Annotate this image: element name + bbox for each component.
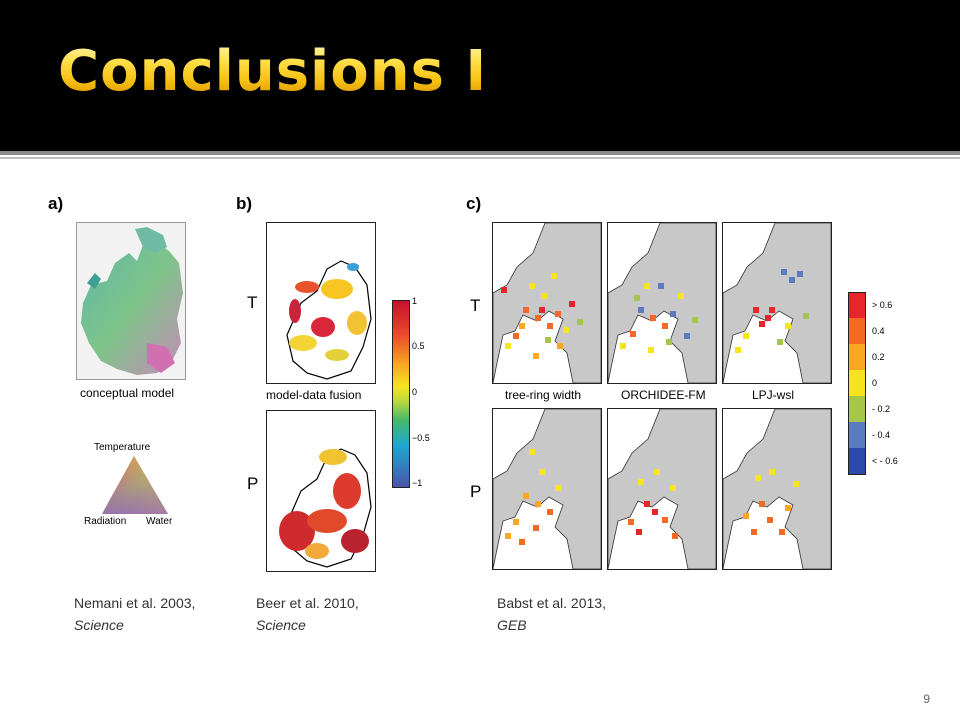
model-data-fusion-map-p xyxy=(266,410,376,572)
reference-beer: Beer et al. 2010, Science xyxy=(256,592,359,636)
title-banner: Conclusions I xyxy=(0,0,960,151)
conceptual-model-map xyxy=(76,222,186,380)
lpj-wsl-caption: LPJ-wsl xyxy=(752,388,795,402)
legend-label: < - 0.6 xyxy=(872,456,898,466)
page-number: 9 xyxy=(923,692,930,706)
legend-swatch xyxy=(848,344,866,370)
conceptual-model-caption: conceptual model xyxy=(80,386,175,400)
legend-swatch xyxy=(848,396,866,422)
slide-title: Conclusions I xyxy=(58,39,488,104)
orchidee-fm-map-p xyxy=(607,408,717,570)
legend-swatch xyxy=(848,370,866,396)
panel-b-label: b) xyxy=(236,194,253,213)
colorbar-tick: 0 xyxy=(412,387,418,397)
colorbar-tick: −1 xyxy=(412,478,423,488)
legend-label: 0.2 xyxy=(872,352,885,362)
legend-label: - 0.2 xyxy=(872,404,891,414)
reference-journal: Science xyxy=(74,617,124,633)
triangle-right-label: Water xyxy=(146,516,173,527)
panel-c-label: c) xyxy=(466,194,482,213)
reference-authors: Beer et al. 2010, xyxy=(256,595,359,611)
title-divider xyxy=(0,151,960,155)
tree-ring-width-caption: tree-ring width xyxy=(505,388,582,402)
reference-nemani: Nemani et al. 2003, Science xyxy=(74,592,195,636)
lpj-wsl-map-p xyxy=(722,408,832,570)
panel-b-row-label-p: P xyxy=(247,474,259,493)
colorbar-tick: 0.5 xyxy=(412,341,425,351)
legend-label: 0 xyxy=(872,378,878,388)
legend-swatch xyxy=(848,422,866,448)
panel-a-label: a) xyxy=(48,194,64,213)
colorbar-tick: 1 xyxy=(412,296,418,306)
lpj-wsl-map-t xyxy=(722,222,832,384)
reference-authors: Nemani et al. 2003, xyxy=(74,595,196,611)
triangle-left-label: Radiation xyxy=(84,516,127,527)
panel-b-colorbar xyxy=(392,300,410,488)
tree-ring-width-map-p xyxy=(492,408,602,570)
orchidee-fm-map-t xyxy=(607,222,717,384)
panel-c-legend: > 0.6 0.4 0.2 0 - 0.2 - 0.4 < - 0.6 xyxy=(848,292,928,482)
triangle-top-label: Temperature xyxy=(94,442,151,453)
reference-authors: Babst et al. 2013, xyxy=(497,595,606,611)
legend-swatch xyxy=(848,448,866,475)
panel-b-row-label-t: T xyxy=(247,293,258,312)
legend-label: > 0.6 xyxy=(872,300,893,310)
reference-journal: Science xyxy=(256,617,306,633)
legend-label: - 0.4 xyxy=(872,430,891,440)
orchidee-fm-caption: ORCHIDEE-FM xyxy=(621,388,706,402)
legend-label: 0.4 xyxy=(872,326,885,336)
reference-babst: Babst et al. 2013, GEB xyxy=(497,592,606,636)
title-divider-thin xyxy=(0,157,960,159)
ternary-legend: Temperature Radiation Water xyxy=(84,432,184,532)
legend-swatch xyxy=(848,292,866,319)
panel-c-row-label-p: P xyxy=(470,482,482,501)
colorbar-tick: −0.5 xyxy=(412,433,430,443)
tree-ring-width-map-t xyxy=(492,222,602,384)
reference-journal: GEB xyxy=(497,617,527,633)
legend-swatch xyxy=(848,318,866,344)
model-data-fusion-map-t xyxy=(266,222,376,384)
panel-c-row-label-t: T xyxy=(470,296,481,315)
model-data-fusion-caption: model-data fusion xyxy=(266,388,362,402)
